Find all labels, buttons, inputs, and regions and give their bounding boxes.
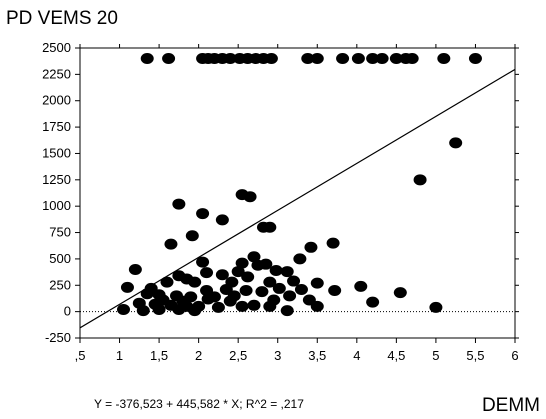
y-tick-label: 0 bbox=[64, 304, 71, 319]
data-point bbox=[185, 230, 199, 242]
data-point bbox=[259, 258, 273, 270]
data-point bbox=[239, 285, 253, 297]
data-point bbox=[247, 299, 261, 311]
data-point bbox=[280, 305, 294, 317]
data-point bbox=[263, 221, 277, 233]
data-point bbox=[120, 281, 134, 293]
data-point bbox=[211, 301, 225, 313]
data-point bbox=[201, 293, 215, 305]
y-tick-label: 750 bbox=[49, 225, 71, 240]
y-tick-label: -250 bbox=[45, 330, 71, 345]
data-point bbox=[304, 241, 318, 253]
data-point bbox=[336, 53, 350, 65]
x-tick-label: 4,5 bbox=[387, 348, 405, 363]
data-point bbox=[140, 53, 154, 65]
data-point bbox=[136, 305, 150, 317]
data-point bbox=[117, 304, 130, 316]
data-point bbox=[247, 251, 261, 263]
data-point bbox=[196, 208, 210, 220]
data-point bbox=[351, 53, 365, 65]
data-point bbox=[231, 266, 245, 278]
y-tick-label: 250 bbox=[49, 277, 71, 292]
data-point bbox=[294, 283, 308, 295]
x-tick-label: 3,5 bbox=[308, 348, 326, 363]
x-tick-label: 2 bbox=[195, 348, 202, 363]
x-tick-label: 1,5 bbox=[150, 348, 168, 363]
data-point bbox=[235, 257, 249, 269]
data-point bbox=[437, 53, 451, 65]
x-tick-label: 4 bbox=[353, 348, 360, 363]
data-point bbox=[223, 53, 237, 65]
y-tick-label: 2250 bbox=[42, 66, 71, 81]
x-tick-label: ,5 bbox=[75, 348, 86, 363]
data-point bbox=[283, 290, 297, 302]
data-point bbox=[164, 238, 178, 250]
data-point bbox=[243, 191, 257, 203]
data-point bbox=[449, 137, 463, 149]
data-point bbox=[389, 53, 403, 65]
data-point bbox=[280, 266, 294, 278]
y-tick-label: 1000 bbox=[42, 198, 71, 213]
data-point bbox=[287, 275, 301, 287]
data-point bbox=[200, 267, 214, 279]
data-point bbox=[188, 305, 202, 317]
data-point bbox=[128, 263, 142, 275]
data-point bbox=[241, 271, 255, 283]
data-point bbox=[393, 287, 407, 299]
data-point bbox=[162, 53, 176, 65]
data-point bbox=[188, 276, 202, 288]
data-point bbox=[215, 214, 229, 226]
data-point bbox=[468, 53, 482, 65]
x-tick-label: 6 bbox=[511, 348, 518, 363]
x-tick-label: 3 bbox=[274, 348, 281, 363]
data-point bbox=[264, 53, 278, 65]
data-point bbox=[405, 53, 419, 65]
data-point bbox=[328, 285, 342, 297]
data-point bbox=[366, 53, 380, 65]
data-point bbox=[310, 277, 324, 289]
x-axis-title: DEMM bbox=[481, 395, 540, 416]
data-point bbox=[263, 300, 277, 312]
data-point bbox=[172, 304, 186, 316]
data-point bbox=[293, 253, 307, 265]
x-tick-label: 5,5 bbox=[466, 348, 484, 363]
x-tick-label: 5 bbox=[432, 348, 439, 363]
y-tick-label: 1250 bbox=[42, 172, 71, 187]
data-point bbox=[366, 296, 380, 308]
x-tick-label: 2,5 bbox=[229, 348, 247, 363]
data-point bbox=[272, 282, 286, 294]
data-point bbox=[269, 265, 283, 277]
data-point bbox=[140, 288, 154, 300]
data-point bbox=[326, 237, 340, 249]
y-tick-label: 500 bbox=[49, 251, 71, 266]
regression-equation: Y = -376,523 + 445,582 * X; R^2 = ,217 bbox=[94, 397, 304, 411]
data-point bbox=[429, 301, 443, 313]
y-tick-label: 2500 bbox=[42, 40, 71, 55]
data-point bbox=[152, 304, 166, 316]
data-point bbox=[196, 256, 210, 268]
data-point bbox=[263, 276, 277, 288]
data-point bbox=[235, 300, 249, 312]
y-axis-title: PD VEMS 20 bbox=[6, 8, 118, 29]
y-tick-label: 2000 bbox=[42, 93, 71, 108]
data-point bbox=[215, 269, 229, 281]
data-point bbox=[310, 53, 324, 65]
data-point bbox=[310, 300, 324, 312]
plot-frame bbox=[79, 47, 516, 339]
x-tick-label: 1 bbox=[116, 348, 123, 363]
data-point bbox=[223, 295, 237, 307]
data-point bbox=[301, 53, 315, 65]
data-point bbox=[354, 280, 368, 292]
data-point bbox=[413, 174, 427, 186]
y-tick-label: 1750 bbox=[42, 119, 71, 134]
data-point bbox=[160, 276, 174, 288]
y-tick-label: 1500 bbox=[42, 145, 71, 160]
data-point bbox=[172, 198, 186, 210]
data-point bbox=[375, 53, 389, 65]
data-point bbox=[255, 286, 269, 298]
